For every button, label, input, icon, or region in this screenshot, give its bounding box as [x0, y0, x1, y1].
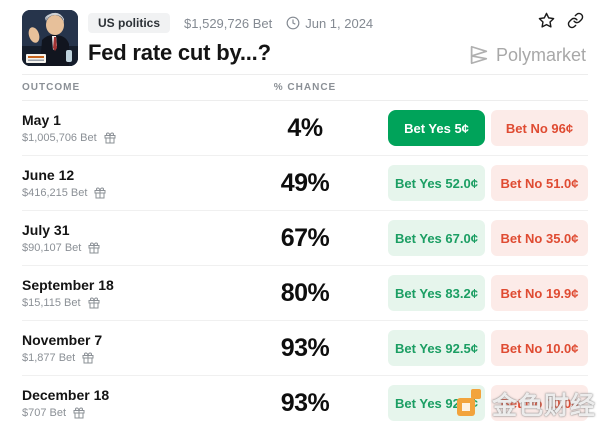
end-date: Jun 1, 2024 — [286, 16, 373, 31]
bet-amount: $1,005,706 Bet — [22, 132, 97, 144]
market-thumbnail — [22, 10, 78, 66]
bet-no-button[interactable]: Bet No 35.0¢ — [491, 220, 588, 256]
bet-no-button[interactable]: Bet No 96¢ — [491, 110, 588, 146]
outcome-name: July 31 — [22, 222, 70, 238]
volume-label: $1,529,726 Bet — [184, 15, 273, 31]
outcome-column-header: OUTCOME — [22, 82, 81, 93]
end-date-label: Jun 1, 2024 — [305, 15, 374, 31]
outcome-row-july-31: July 31 $90,107 Bet 67% Bet Yes 67.0¢ Be… — [22, 211, 588, 266]
outcome-row-november-7: November 7 $1,877 Bet 93% Bet Yes 92.5¢ … — [22, 321, 588, 376]
bet-no-button[interactable]: Bet No 10.0¢ — [491, 330, 588, 366]
bet-yes-button[interactable]: Bet Yes 83.2¢ — [388, 275, 485, 311]
chance-value: 93% — [280, 388, 330, 417]
chance-value: 80% — [280, 278, 330, 307]
market-header: US politics $1,529,726 Bet Jun 1, 2024 F… — [0, 0, 600, 74]
chance-value: 4% — [287, 113, 323, 142]
clock-icon — [286, 16, 300, 30]
outcome-row-december-18: December 18 $707 Bet 93% Bet Yes 92.6¢ B… — [22, 376, 588, 426]
polymarket-logo-icon — [470, 45, 488, 65]
market-meta: US politics $1,529,726 Bet Jun 1, 2024 — [88, 13, 373, 33]
outcome-name: December 18 — [22, 387, 110, 403]
powell-photo-illustration — [22, 10, 78, 66]
bet-amount: $416,215 Bet — [22, 187, 88, 199]
bet-yes-button[interactable]: Bet Yes 52.0¢ — [388, 165, 485, 201]
bet-yes-button[interactable]: Bet Yes 92.6¢ — [388, 385, 485, 421]
bet-yes-button[interactable]: Bet Yes 5¢ — [388, 110, 485, 146]
outcome-name: September 18 — [22, 277, 114, 293]
bet-no-button[interactable]: Bet No 19.9¢ — [491, 275, 588, 311]
outcome-row-september-18: September 18 $15,115 Bet 80% Bet Yes 83.… — [22, 266, 588, 321]
chance-value: 67% — [280, 223, 330, 252]
gift-icon — [104, 132, 116, 144]
outcome-name: November 7 — [22, 332, 103, 348]
chance-value: 93% — [280, 333, 330, 362]
gift-icon — [94, 187, 106, 199]
header-actions — [538, 12, 584, 29]
market-title: Fed rate cut by...? — [88, 40, 271, 65]
bet-yes-button[interactable]: Bet Yes 67.0¢ — [388, 220, 485, 256]
bet-amount: $1,877 Bet — [22, 352, 76, 364]
polymarket-brand[interactable]: Polymarket — [468, 44, 586, 66]
outcome-name: May 1 — [22, 112, 61, 128]
table-column-headers: OUTCOME % CHANCE — [22, 74, 588, 101]
share-link-icon[interactable] — [567, 12, 584, 29]
outcome-row-may-1: May 1 $1,005,706 Bet 4% Bet Yes 5¢ Bet N… — [22, 101, 588, 156]
bet-amount: $15,115 Bet — [22, 297, 81, 309]
outcome-name: June 12 — [22, 167, 75, 183]
bet-amount: $90,107 Bet — [22, 242, 82, 254]
bet-amount: $707 Bet — [22, 407, 67, 419]
gift-icon — [88, 242, 100, 254]
bet-no-button[interactable]: Bet No 51.0¢ — [491, 165, 588, 201]
gift-icon — [88, 297, 100, 309]
bet-no-button[interactable]: Bet No 10.0¢ — [491, 385, 588, 421]
category-tag[interactable]: US politics — [88, 13, 171, 33]
star-bookmark-icon[interactable] — [538, 12, 555, 29]
polymarket-brand-label: Polymarket — [495, 44, 586, 65]
gift-icon — [82, 352, 94, 364]
gift-icon — [73, 407, 85, 419]
outcome-row-june-12: June 12 $416,215 Bet 49% Bet Yes 52.0¢ B… — [22, 156, 588, 211]
bet-yes-button[interactable]: Bet Yes 92.5¢ — [388, 330, 485, 366]
chance-column-header: % CHANCE — [273, 82, 337, 93]
chance-value: 49% — [280, 168, 330, 197]
